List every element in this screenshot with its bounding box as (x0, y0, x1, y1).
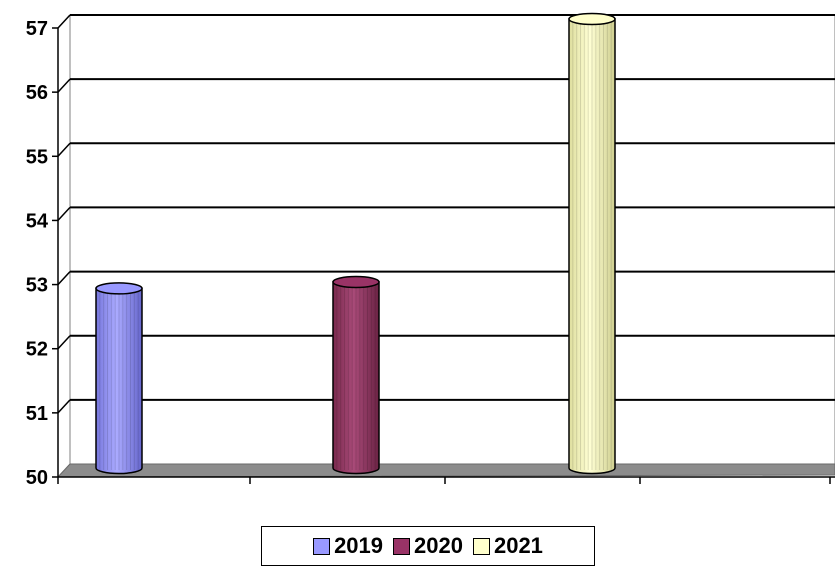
gridline-side (57, 14, 71, 29)
bar-2020 (332, 275, 380, 475)
legend-item-2019: 2019 (313, 533, 383, 559)
legend-swatch-2021 (472, 537, 490, 555)
legend-swatch-2019 (313, 537, 331, 555)
y-tick-label: 54 (26, 210, 49, 232)
legend-swatch-2020 (393, 537, 411, 555)
bar-top-2019 (95, 282, 143, 295)
axes (57, 28, 835, 484)
gridlines (57, 14, 835, 414)
bars (95, 12, 616, 475)
gridline-side (57, 271, 71, 286)
y-tick-label: 52 (26, 339, 48, 361)
y-tick-label: 56 (26, 82, 48, 104)
plot-back-wall (69, 14, 835, 465)
gridline-side (57, 335, 71, 350)
bar-2021 (568, 12, 616, 475)
legend-label-2020: 2020 (414, 533, 463, 558)
y-axis-ticks: 50 51 52 53 54 55 56 57 (26, 18, 58, 489)
y-tick-label: 51 (26, 403, 48, 425)
y-tick-label: 57 (26, 18, 48, 40)
bar-top-2020 (332, 275, 380, 289)
gridline-side (57, 206, 71, 221)
y-tick-label: 55 (26, 146, 48, 168)
legend: 2019 2020 2021 (261, 526, 595, 566)
plot-side-wall (57, 13, 71, 479)
y-tick-label: 53 (26, 275, 48, 297)
legend-item-2021: 2021 (472, 533, 543, 559)
gridline-side (57, 78, 71, 93)
gridline-side (57, 142, 71, 157)
bar-2019 (95, 282, 143, 475)
legend-label-2021: 2021 (493, 533, 543, 558)
y-tick-label: 50 (26, 467, 48, 489)
bar-body-2020 (332, 281, 380, 475)
plot-floor (56, 463, 835, 478)
bar-body-2021 (568, 18, 616, 475)
legend-label-2019: 2019 (334, 533, 384, 558)
bar-top-2021 (568, 12, 616, 26)
bar-body-2019 (95, 287, 143, 475)
plot-area (56, 13, 835, 479)
gridline-side (57, 399, 71, 414)
legend-item-2020: 2020 (393, 533, 463, 559)
